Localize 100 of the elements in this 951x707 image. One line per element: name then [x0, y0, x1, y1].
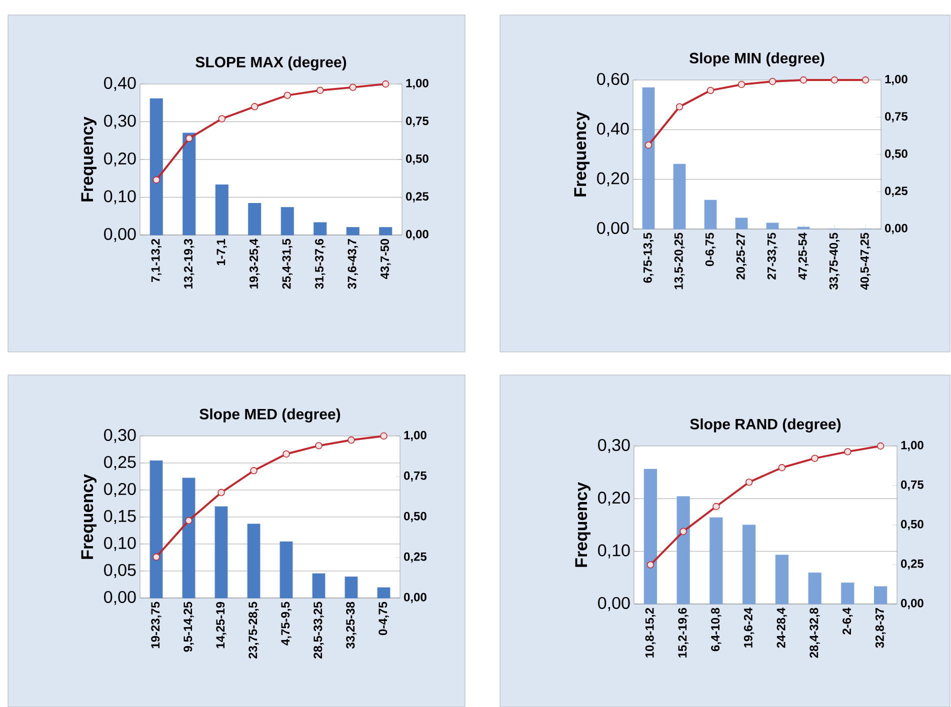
- point: [676, 103, 684, 110]
- point: [646, 561, 654, 568]
- bar: [150, 460, 163, 598]
- y2-tick-label: 0,25: [885, 186, 908, 197]
- y-tick-label: 0,05: [104, 564, 136, 578]
- bar: [673, 164, 686, 230]
- y-tick-label: 0,00: [104, 590, 136, 606]
- y-tick-label: 0,30: [598, 438, 630, 454]
- point: [218, 115, 226, 122]
- point: [185, 516, 192, 524]
- point: [250, 467, 258, 474]
- y2-tick-label: 0,75: [900, 480, 924, 491]
- y-tick-label: 0,20: [598, 492, 630, 506]
- bar: [280, 207, 294, 236]
- bar: [874, 586, 888, 604]
- bar: [344, 576, 358, 598]
- point: [644, 142, 652, 149]
- bar: [841, 582, 854, 604]
- x-tick-label: 7,1-13,2: [151, 239, 162, 282]
- bar: [182, 478, 196, 598]
- chart-title: SLOPE MAX (degree): [196, 56, 346, 70]
- bar: [247, 524, 260, 598]
- point: [830, 76, 838, 84]
- x-tick-label: 25,4-31,5: [282, 238, 292, 289]
- bar: [775, 554, 788, 604]
- y2-tick-label: 0,50: [404, 512, 426, 522]
- y2-tick-label: 0,25: [900, 559, 924, 570]
- x-tick-label: 0-4,75: [378, 602, 389, 636]
- bar: [214, 506, 228, 598]
- bar: [346, 227, 360, 236]
- bar: [808, 572, 822, 604]
- x-tick-label: 47,25-54: [798, 232, 809, 280]
- point: [778, 464, 786, 472]
- y-tick-label: 0,10: [104, 536, 136, 552]
- bar: [676, 496, 690, 604]
- point: [282, 450, 290, 458]
- x-tick-label: 14,25-19: [216, 602, 226, 648]
- point: [348, 436, 355, 444]
- point: [768, 78, 776, 86]
- y2-tick-label: 1,00: [404, 430, 426, 442]
- bar: [248, 202, 262, 236]
- point: [800, 76, 808, 84]
- bar: [280, 542, 293, 598]
- x-tick-label: 13,5-20,25: [674, 232, 685, 290]
- bar: [379, 227, 392, 236]
- x-tick-label: 0-6,75: [705, 232, 716, 266]
- bar: [704, 200, 717, 230]
- x-tick-label: 28,5-33,25: [314, 602, 324, 658]
- point: [251, 103, 258, 110]
- point: [284, 92, 291, 99]
- bar: [766, 222, 779, 230]
- bar: [742, 524, 756, 604]
- point: [876, 442, 884, 450]
- y-tick-label: 0,60: [597, 72, 629, 88]
- point: [218, 488, 225, 496]
- x-tick-label: 1-7,1: [216, 238, 227, 266]
- y-tick-label: 0,15: [104, 510, 136, 524]
- y2-tick-label: 0,25: [404, 552, 427, 563]
- bar: [314, 222, 327, 236]
- y2-tick-label: 1,00: [406, 78, 428, 90]
- bar: [377, 587, 390, 598]
- bar: [312, 573, 326, 598]
- x-tick-label: 43,7-50: [380, 239, 391, 280]
- y2-tick-label: 0,75: [406, 116, 429, 127]
- point: [745, 478, 753, 486]
- point: [186, 134, 193, 142]
- y-axis-title: Frequency: [574, 112, 590, 196]
- point: [680, 528, 687, 536]
- y2-tick-label: 0,00: [404, 592, 426, 604]
- point: [316, 86, 324, 94]
- x-tick-label: 27-33,75: [767, 232, 778, 280]
- point: [712, 502, 720, 510]
- x-tick-label: 20,25-27: [736, 233, 747, 280]
- y2-tick-label: 0,75: [885, 112, 908, 122]
- point: [152, 176, 160, 184]
- x-tick-label: 19-23,75: [151, 602, 162, 648]
- x-tick-label: 33,75-40,5: [829, 232, 840, 290]
- y-tick-label: 0,40: [104, 76, 136, 92]
- chart-title: Slope MED (degree): [200, 408, 340, 422]
- bar: [710, 517, 723, 604]
- y2-tick-label: 0,00: [885, 224, 908, 234]
- y-tick-label: 0,25: [104, 456, 136, 470]
- x-tick-label: 19,6-24: [744, 608, 754, 648]
- x-tick-label: 37,6-43,7: [348, 239, 358, 289]
- y2-tick-label: 0,50: [900, 520, 924, 530]
- point: [844, 448, 852, 456]
- x-tick-label: 33,25-38: [346, 602, 356, 649]
- bar: [150, 98, 163, 236]
- bar: [735, 218, 748, 230]
- point: [380, 432, 388, 440]
- y2-tick-label: 0,50: [885, 149, 908, 160]
- y-tick-label: 0,20: [104, 152, 136, 167]
- y2-tick-label: 0,25: [406, 192, 429, 202]
- y-axis-title: Frequency: [575, 482, 591, 567]
- x-tick-label: 19,3-25,4: [250, 238, 260, 288]
- x-tick-label: 10,8-15,2: [645, 608, 656, 658]
- x-tick-label: 13,2-19,3: [184, 238, 194, 288]
- point: [382, 80, 390, 88]
- y-tick-label: 0,10: [104, 190, 136, 204]
- x-tick-label: 31,5-37,6: [315, 238, 326, 289]
